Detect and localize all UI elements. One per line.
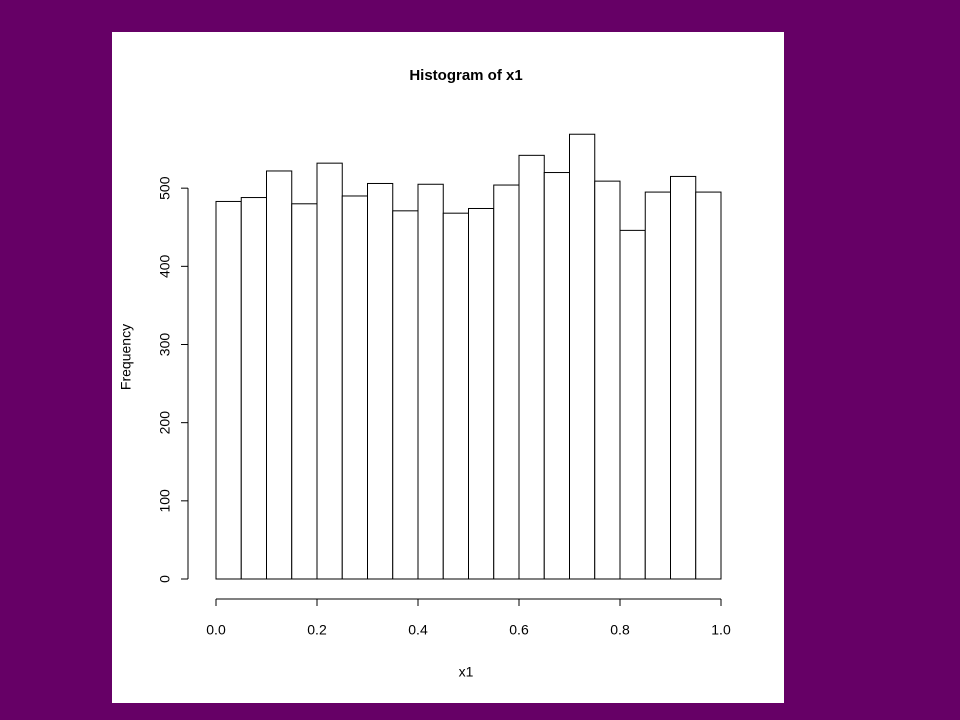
- bar: [215, 200, 242, 580]
- y-axis-label: Frequency: [118, 324, 134, 390]
- x-tick-label: 1.0: [711, 622, 731, 638]
- bar: [644, 191, 671, 580]
- bar: [417, 183, 444, 580]
- bar: [341, 195, 368, 580]
- bar: [670, 175, 697, 580]
- y-tick-label: 500: [157, 176, 173, 200]
- bar: [442, 212, 469, 580]
- bar: [619, 229, 646, 580]
- bar: [316, 162, 343, 580]
- bar: [468, 207, 495, 580]
- bar: [291, 203, 318, 580]
- y-tick-label: 300: [157, 333, 173, 357]
- bar: [518, 154, 545, 580]
- y-tick-label: 0: [157, 575, 173, 583]
- chart-title: Histogram of x1: [409, 67, 522, 84]
- x-tick-label: 0.2: [307, 622, 327, 638]
- x-tick-label: 0.4: [408, 622, 428, 638]
- y-tick-label: 100: [157, 489, 173, 513]
- y-tick-label: 400: [157, 254, 173, 278]
- bar: [543, 172, 570, 580]
- bar: [367, 182, 394, 580]
- bar: [493, 184, 520, 580]
- x-tick-label: 0.6: [509, 622, 529, 638]
- x-tick-label: 0.0: [206, 622, 226, 638]
- y-tick-label: 200: [157, 411, 173, 435]
- x-axis-label: x1: [459, 664, 474, 680]
- bar: [240, 197, 267, 580]
- bar: [266, 170, 293, 580]
- bar: [594, 180, 621, 580]
- x-tick-label: 0.8: [610, 622, 630, 638]
- bar: [392, 210, 419, 580]
- bar: [569, 133, 596, 580]
- bar: [695, 191, 722, 580]
